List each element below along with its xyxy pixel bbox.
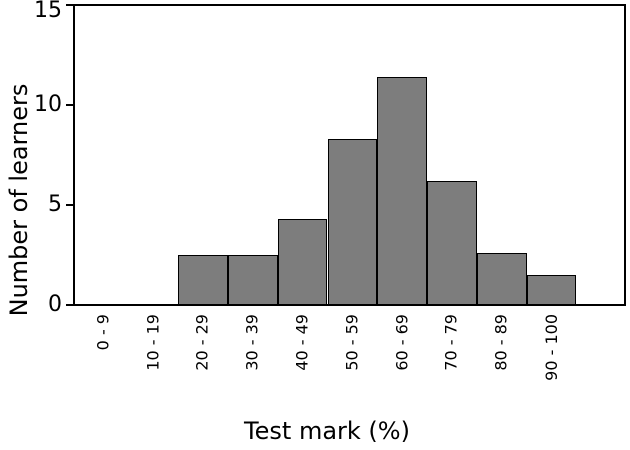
bar: [227, 255, 278, 305]
x-tick-label: 90 - 100: [541, 314, 561, 381]
x-tick-label: 20 - 29: [193, 314, 212, 371]
x-tick-label: 50 - 59: [342, 314, 362, 371]
y-tick-label: 0: [48, 292, 62, 317]
y-tick-label: 5: [48, 192, 62, 217]
y-tick-label: 15: [34, 0, 62, 23]
y-tick-mark: [66, 103, 73, 107]
bar: [327, 139, 378, 305]
x-tick-label: 30 - 39: [242, 314, 262, 371]
x-tick-label: 10 - 19: [143, 314, 163, 371]
bar: [476, 253, 527, 305]
bar: [377, 77, 428, 305]
bar: [427, 181, 477, 305]
bar: [277, 219, 328, 305]
y-tick-mark: [66, 203, 73, 207]
y-axis-title: Number of learners: [5, 83, 33, 317]
y-tick-label: 10: [34, 92, 62, 117]
x-tick-label: 0 - 9: [93, 314, 113, 351]
x-tick-label: 60 - 69: [392, 314, 412, 371]
x-tick-label: 70 - 79: [442, 314, 461, 371]
y-tick-mark: [66, 303, 73, 307]
y-tick-mark: [66, 3, 73, 7]
bar: [178, 255, 228, 305]
bar: [526, 275, 577, 305]
x-tick-label: 80 - 89: [491, 314, 511, 371]
x-axis-title: Test mark (%): [244, 417, 410, 445]
x-tick-label: 40 - 49: [292, 314, 312, 371]
